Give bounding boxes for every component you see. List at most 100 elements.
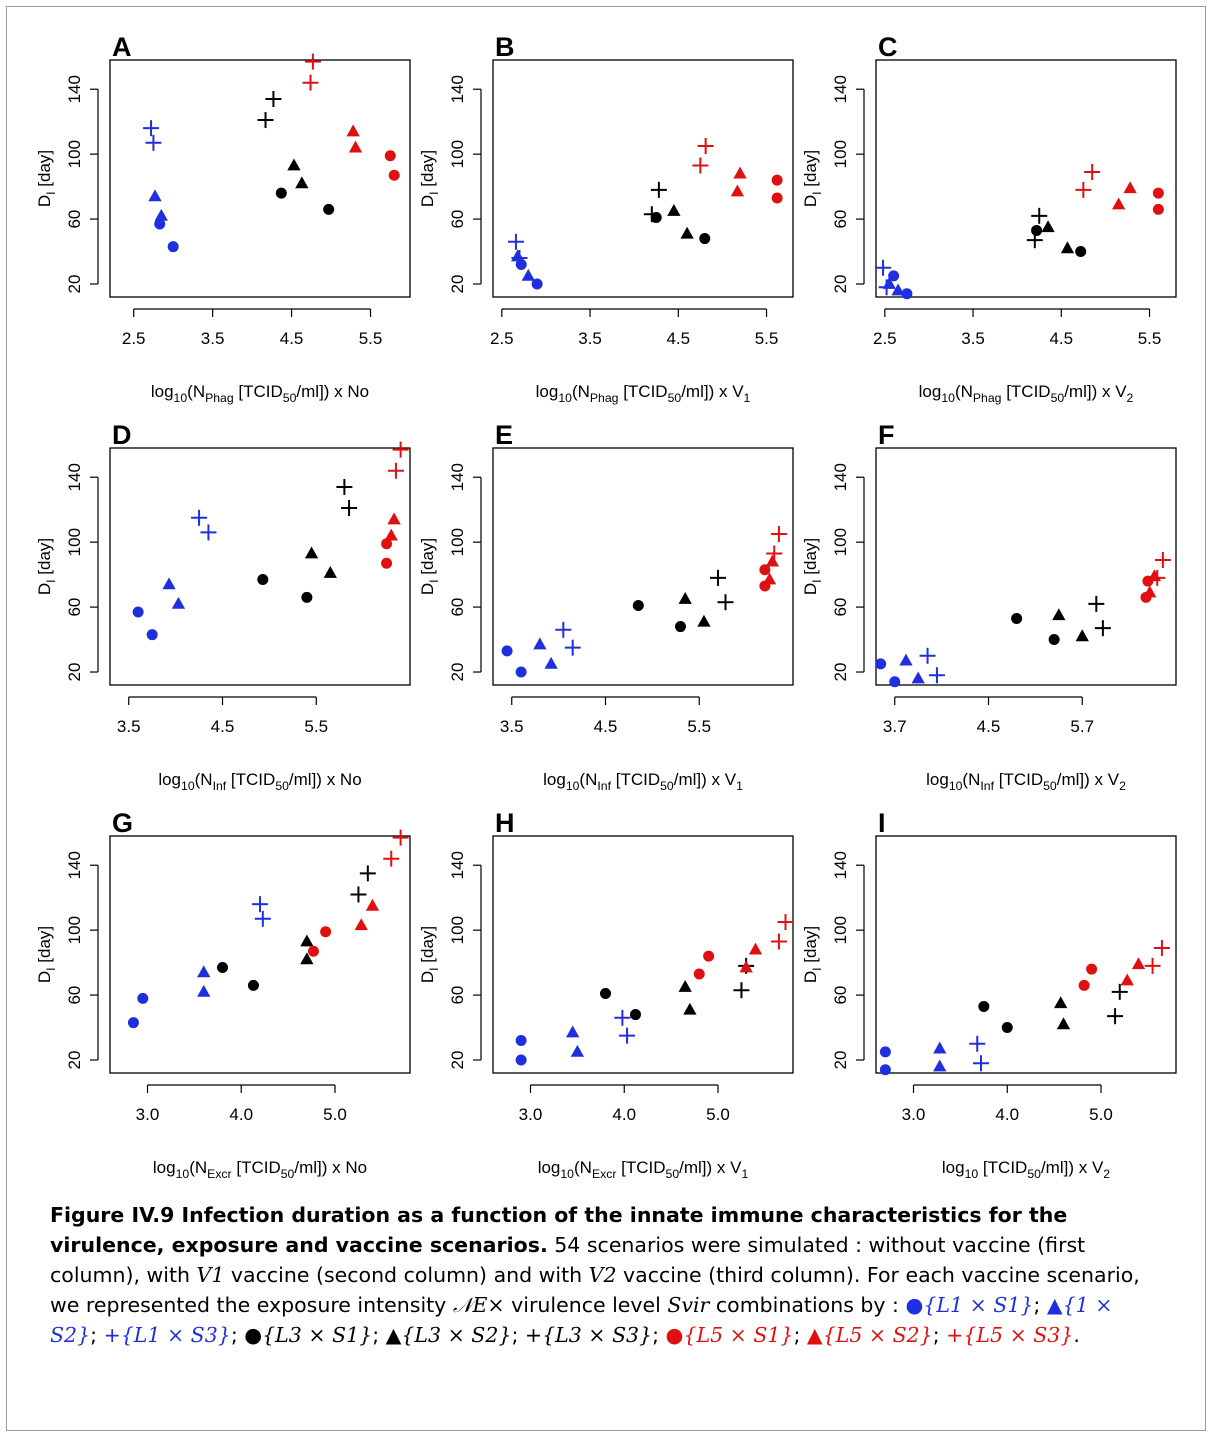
y-tick-label: 140 [65, 851, 84, 879]
data-point-triangle [1111, 197, 1126, 210]
data-point-triangle [1060, 241, 1075, 254]
y-tick-label: 60 [448, 598, 467, 617]
y-axis-label: DI [day] [418, 538, 441, 595]
panel-letter: I [878, 808, 886, 838]
data-point-plus [619, 1027, 636, 1044]
data-point-triangle [1056, 1017, 1071, 1030]
caption-mid2: vaccine (third column). For each vaccine… [50, 1263, 1140, 1317]
y-axis-label: DI [day] [801, 926, 824, 983]
data-point-plus [1075, 181, 1092, 198]
plot-frame [492, 835, 794, 1074]
caption-combo: ●{L5 × S1} [666, 1323, 794, 1347]
data-point-triangle [304, 546, 319, 559]
y-axis-label: DI [day] [801, 538, 824, 595]
data-point-triangle [521, 268, 535, 281]
data-point-circle [675, 621, 686, 633]
data-point-circle [879, 1064, 891, 1076]
y-tick-label: 100 [831, 916, 850, 944]
x-tick-label: 4.5 [666, 329, 690, 348]
data-point-circle [759, 564, 771, 576]
data-point-circle [693, 968, 705, 980]
data-point-circle [531, 278, 543, 290]
data-point-circle [875, 658, 887, 670]
caption-combo: ▲{L5 × S2} [807, 1323, 933, 1347]
data-point-circle [381, 538, 393, 550]
y-tick-label: 100 [448, 528, 467, 556]
caption-combo: +{L3 × S3} [525, 1323, 652, 1347]
caption-combo-marker: ● [665, 1323, 684, 1347]
data-point-circle [1031, 224, 1043, 236]
y-axis-label: DI [day] [35, 538, 58, 595]
data-point-triangle [899, 653, 913, 666]
data-point-triangle [323, 565, 337, 578]
panel-letter: A [112, 32, 132, 62]
data-point-plus [507, 233, 524, 250]
data-point-circle [515, 1035, 527, 1047]
caption-combo-text: {L5 × S3} [963, 1323, 1074, 1347]
caption-combo-text: {L3 × S3} [542, 1323, 653, 1347]
y-tick-label: 140 [831, 75, 850, 103]
data-point-triangle [533, 637, 547, 650]
caption-combo-separator: ; [230, 1323, 245, 1347]
data-point-circle [632, 599, 644, 611]
x-tick-label: 4.5 [977, 717, 1001, 736]
data-point-circle [901, 288, 913, 300]
data-point-plus [1153, 940, 1170, 957]
panel-f: F 20 60 100 140 3.7 4.5 5.7 DI [day] log10(NInf [… [801, 420, 1177, 793]
data-point-plus [359, 865, 376, 882]
panel-letter: E [495, 420, 513, 450]
y-tick-label: 100 [65, 916, 84, 944]
x-tick-label: 3.0 [902, 1105, 926, 1124]
x-tick-label: 5.5 [359, 329, 383, 348]
data-point-circle [320, 926, 332, 938]
data-point-plus [265, 90, 282, 107]
caption-combo-marker: ● [905, 1293, 924, 1317]
y-tick-label: 20 [448, 275, 467, 294]
x-tick-label: 2.5 [490, 329, 514, 348]
y-tick-label: 20 [448, 1051, 467, 1070]
data-point-circle [879, 1046, 891, 1058]
plot-frame [109, 835, 411, 1074]
chart-grid: A 20 60 100 140 2.5 3.5 4.5 5.5 DI [day] log10(NPh… [35, 32, 1177, 1181]
data-point-triangle [197, 984, 211, 997]
x-tick-label: 3.0 [136, 1105, 160, 1124]
x-tick-label: 3.5 [117, 717, 141, 736]
y-tick-label: 140 [831, 851, 850, 879]
y-axis-label: DI [day] [801, 150, 824, 207]
caption-combo-marker: ● [244, 1323, 263, 1347]
panel-letter: D [112, 420, 132, 450]
caption-combo-text: {L5 × S1} [683, 1323, 794, 1347]
x-tick-label: 4.0 [229, 1105, 253, 1124]
plot-frame [875, 835, 1177, 1074]
data-point-plus [1088, 595, 1105, 612]
data-point-triangle [1131, 957, 1146, 970]
caption-combo-text: {L1 × S3} [120, 1323, 231, 1347]
data-point-plus [257, 112, 274, 129]
y-axis-label: DI [day] [35, 150, 58, 207]
panel-letter: B [495, 32, 515, 62]
data-point-plus [392, 829, 409, 846]
data-point-plus [564, 639, 581, 656]
data-point-plus [1031, 207, 1048, 224]
panel-b: B 20 60 100 140 2.5 3.5 4.5 5.5 DI [day] log10(NPh… [418, 32, 794, 405]
x-tick-label: 3.5 [500, 717, 524, 736]
x-axis-label: log10(NExcr [TCID50/ml]) x V1 [538, 1158, 749, 1181]
data-point-triangle [933, 1041, 947, 1054]
data-point-circle [889, 676, 901, 688]
plot-frame [875, 447, 1177, 686]
caption-combo-marker: ▲ [385, 1323, 402, 1347]
data-point-triangle [1120, 973, 1134, 986]
data-point-plus [650, 181, 667, 198]
caption-title: Figure IV.9 Infection duration as a func… [50, 1203, 1068, 1257]
data-point-triangle [911, 671, 925, 684]
caption-combo: ●{L1 × S1} [905, 1293, 1033, 1317]
caption-v1: V1 [196, 1263, 225, 1287]
caption-combo-text: {L5 × S2} [822, 1323, 933, 1347]
y-tick-label: 100 [65, 528, 84, 556]
data-point-plus [555, 621, 572, 638]
caption-combo-marker: ▲ [806, 1323, 823, 1347]
plot-frame [492, 59, 794, 298]
panel-letter: H [495, 808, 515, 838]
y-tick-label: 20 [65, 275, 84, 294]
